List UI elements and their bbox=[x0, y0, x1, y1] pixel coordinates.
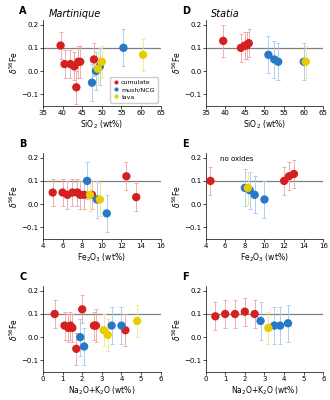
Point bbox=[238, 45, 244, 51]
Point bbox=[87, 192, 93, 198]
Point bbox=[134, 194, 139, 200]
Point bbox=[62, 322, 67, 329]
Point bbox=[242, 185, 248, 191]
Point bbox=[278, 322, 283, 329]
Point bbox=[258, 318, 263, 324]
Point bbox=[52, 311, 57, 317]
Y-axis label: $\delta^{56}$Fe: $\delta^{56}$Fe bbox=[8, 318, 20, 340]
Point bbox=[276, 58, 281, 65]
Point bbox=[97, 63, 103, 70]
Point bbox=[95, 66, 101, 72]
Point bbox=[135, 318, 140, 324]
Point bbox=[121, 45, 126, 51]
Text: no oxides: no oxides bbox=[220, 156, 253, 162]
Point bbox=[80, 306, 85, 312]
Point bbox=[74, 84, 79, 90]
Point bbox=[272, 56, 277, 63]
Point bbox=[104, 210, 109, 217]
Point bbox=[91, 322, 97, 329]
Point bbox=[303, 58, 308, 65]
Point bbox=[266, 52, 271, 58]
Y-axis label: $\delta^{56}$Fe: $\delta^{56}$Fe bbox=[171, 318, 183, 340]
Point bbox=[93, 322, 99, 329]
Point bbox=[68, 61, 73, 67]
Point bbox=[272, 322, 277, 329]
Point bbox=[141, 52, 146, 58]
Text: D: D bbox=[182, 6, 190, 16]
Point bbox=[262, 196, 267, 203]
X-axis label: SiO$_2$ (wt%): SiO$_2$ (wt%) bbox=[243, 119, 286, 131]
Point bbox=[82, 343, 87, 350]
Y-axis label: $\delta^{56}$Fe: $\delta^{56}$Fe bbox=[8, 184, 20, 208]
Point bbox=[91, 56, 97, 63]
Point bbox=[232, 311, 238, 317]
Point bbox=[50, 189, 55, 196]
Point bbox=[105, 332, 110, 338]
Point bbox=[252, 311, 257, 317]
Point bbox=[247, 187, 252, 193]
Point bbox=[65, 192, 70, 198]
Legend: cumulate, mush/NCG, lava: cumulate, mush/NCG, lava bbox=[110, 77, 158, 103]
Point bbox=[285, 320, 291, 326]
X-axis label: Na$_2$O+K$_2$O (wt%): Na$_2$O+K$_2$O (wt%) bbox=[231, 385, 298, 398]
Point bbox=[76, 58, 81, 65]
Point bbox=[242, 42, 248, 49]
X-axis label: SiO$_2$ (wt%): SiO$_2$ (wt%) bbox=[81, 119, 123, 131]
Text: B: B bbox=[19, 139, 27, 149]
Point bbox=[286, 173, 292, 180]
Point bbox=[58, 42, 63, 49]
Point bbox=[246, 40, 251, 46]
Point bbox=[220, 38, 226, 44]
Point bbox=[266, 325, 271, 331]
Y-axis label: $\delta^{56}$Fe: $\delta^{56}$Fe bbox=[171, 184, 183, 208]
Y-axis label: $\delta^{56}$Fe: $\delta^{56}$Fe bbox=[171, 52, 183, 74]
Point bbox=[84, 178, 90, 184]
X-axis label: Fe$_2$O$_3$ (wt%): Fe$_2$O$_3$ (wt%) bbox=[78, 252, 126, 264]
Point bbox=[101, 327, 107, 334]
Y-axis label: $\delta^{56}$Fe: $\delta^{56}$Fe bbox=[8, 52, 20, 74]
Point bbox=[72, 63, 77, 70]
Point bbox=[94, 196, 100, 203]
Text: A: A bbox=[19, 6, 27, 16]
Point bbox=[68, 322, 73, 329]
Point bbox=[301, 58, 306, 65]
Point bbox=[252, 192, 257, 198]
Point bbox=[70, 189, 75, 196]
Point bbox=[89, 80, 95, 86]
Point bbox=[124, 173, 129, 180]
Text: Statia: Statia bbox=[212, 9, 240, 19]
Point bbox=[222, 311, 228, 317]
X-axis label: Na$_2$O+K$_2$O (wt%): Na$_2$O+K$_2$O (wt%) bbox=[68, 385, 136, 398]
Point bbox=[208, 178, 213, 184]
Point bbox=[244, 42, 249, 49]
Point bbox=[78, 192, 83, 198]
Point bbox=[62, 61, 67, 67]
Point bbox=[89, 192, 95, 198]
Point bbox=[291, 171, 297, 177]
Point bbox=[74, 346, 79, 352]
Text: F: F bbox=[182, 272, 189, 282]
Point bbox=[66, 325, 71, 331]
Point bbox=[123, 327, 128, 334]
Point bbox=[281, 178, 287, 184]
Point bbox=[242, 308, 248, 315]
Point bbox=[70, 325, 75, 331]
Point bbox=[93, 68, 99, 74]
Text: C: C bbox=[19, 272, 27, 282]
Point bbox=[119, 322, 124, 329]
Text: Martinique: Martinique bbox=[49, 9, 101, 19]
Point bbox=[99, 58, 105, 65]
Text: E: E bbox=[182, 139, 189, 149]
Point bbox=[78, 334, 83, 340]
Point bbox=[60, 189, 65, 196]
Point bbox=[78, 58, 83, 65]
Point bbox=[213, 313, 218, 320]
Point bbox=[82, 192, 87, 198]
Point bbox=[75, 189, 80, 196]
Point bbox=[245, 185, 250, 191]
X-axis label: Fe$_2$O$_3$ (wt%): Fe$_2$O$_3$ (wt%) bbox=[240, 252, 289, 264]
Point bbox=[109, 322, 114, 329]
Point bbox=[97, 196, 103, 203]
